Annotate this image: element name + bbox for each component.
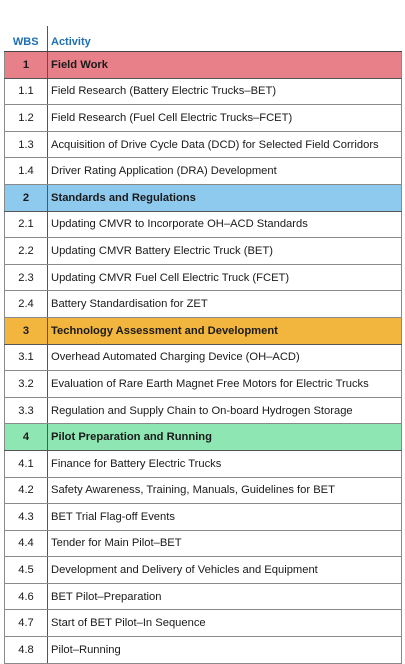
wbs-cell: 4.8 — [4, 636, 48, 664]
section-row: 4 Pilot Preparation and Running — [4, 423, 402, 451]
wbs-cell: 3 — [4, 317, 48, 345]
wbs-cell: 4.1 — [4, 450, 48, 478]
table-row: 2.1 Updating CMVR to Incorporate OH–ACD S… — [4, 211, 402, 239]
wbs-cell: 2.2 — [4, 237, 48, 265]
activity-column-header: Activity — [47, 26, 402, 52]
section-row: 2 Standards and Regulations — [4, 184, 402, 212]
section-row: 1 Field Work — [4, 51, 402, 79]
activity-cell: Pilot Preparation and Running — [47, 423, 402, 451]
table-row: 1.3 Acquisition of Drive Cycle Data (DCD)… — [4, 131, 402, 159]
activity-cell: Battery Standardisation for ZET — [47, 290, 402, 318]
activity-cell: Technology Assessment and Development — [47, 317, 402, 345]
activity-cell: Finance for Battery Electric Trucks — [47, 450, 402, 478]
activity-cell: Updating CMVR Fuel Cell Electric Truck (… — [47, 264, 402, 292]
activity-cell: Tender for Main Pilot–BET — [47, 530, 402, 558]
wbs-cell: 4.3 — [4, 503, 48, 531]
wbs-cell: 1 — [4, 51, 48, 79]
table-row: 4.7 Start of BET Pilot–In Sequence — [4, 609, 402, 638]
activity-cell: Safety Awareness, Training, Manuals, Gui… — [47, 477, 402, 505]
table-row: 3.3 Regulation and Supply Chain to On-boa… — [4, 397, 402, 425]
table-body: 1 Field Work 1.1 Field Research (Battery El… — [4, 51, 402, 664]
table-header-row: WBS Activity — [4, 26, 402, 52]
table-row: 4.2 Safety Awareness, Training, Manuals, … — [4, 477, 402, 505]
table-row: 3.1 Overhead Automated Charging Device (O… — [4, 344, 402, 372]
activity-cell: Overhead Automated Charging Device (OH–A… — [47, 344, 402, 372]
activity-cell: BET Trial Flag-off Events — [47, 503, 402, 531]
activity-cell: Updating CMVR to Incorporate OH–ACD Stan… — [47, 211, 402, 239]
table-row: 1.1 Field Research (Battery Electric Truc… — [4, 78, 402, 106]
wbs-cell: 4.7 — [4, 609, 48, 638]
activity-cell: Field Research (Fuel Cell Electric Truck… — [47, 104, 402, 132]
section-row: 3 Technology Assessment and Development — [4, 317, 402, 345]
wbs-column-header: WBS — [4, 26, 48, 52]
wbs-cell: 1.4 — [4, 157, 48, 185]
table-row: 1.2 Field Research (Fuel Cell Electric Tr… — [4, 104, 402, 132]
wbs-activity-table: WBS Activity 1 Field Work 1.1 Field Researc… — [4, 26, 402, 664]
activity-cell: Standards and Regulations — [47, 184, 402, 212]
table-row: 4.8 Pilot–Running — [4, 636, 402, 664]
wbs-cell: 3.2 — [4, 370, 48, 398]
wbs-cell: 1.2 — [4, 104, 48, 132]
table-row: 1.4 Driver Rating Application (DRA) Devel… — [4, 157, 402, 185]
table-row: 2.2 Updating CMVR Battery Electric Truck … — [4, 237, 402, 265]
wbs-cell: 2.1 — [4, 211, 48, 239]
activity-cell: BET Pilot–Preparation — [47, 583, 402, 611]
activity-cell: Acquisition of Drive Cycle Data (DCD) fo… — [47, 131, 402, 159]
activity-cell: Pilot–Running — [47, 636, 402, 664]
wbs-cell: 4.5 — [4, 556, 48, 584]
activity-cell: Development and Delivery of Vehicles and… — [47, 556, 402, 584]
activity-cell: Regulation and Supply Chain to On-board … — [47, 397, 402, 425]
wbs-cell: 1.1 — [4, 78, 48, 106]
activity-cell: Updating CMVR Battery Electric Truck (BE… — [47, 237, 402, 265]
activity-cell: Field Work — [47, 51, 402, 79]
wbs-cell: 4.2 — [4, 477, 48, 505]
activity-cell: Driver Rating Application (DRA) Developm… — [47, 157, 402, 185]
activity-cell: Evaluation of Rare Earth Magnet Free Mot… — [47, 370, 402, 398]
table-row: 4.6 BET Pilot–Preparation — [4, 583, 402, 611]
wbs-cell: 4 — [4, 423, 48, 451]
table-row: 4.3 BET Trial Flag-off Events — [4, 503, 402, 531]
activity-cell: Start of BET Pilot–In Sequence — [47, 609, 402, 638]
wbs-cell: 2.3 — [4, 264, 48, 292]
table-row: 3.2 Evaluation of Rare Earth Magnet Free … — [4, 370, 402, 398]
table-row: 4.1 Finance for Battery Electric Trucks — [4, 450, 402, 478]
table-row: 2.3 Updating CMVR Fuel Cell Electric Truc… — [4, 264, 402, 292]
wbs-cell: 2 — [4, 184, 48, 212]
wbs-cell: 1.3 — [4, 131, 48, 159]
wbs-cell: 4.4 — [4, 530, 48, 558]
table-row: 4.4 Tender for Main Pilot–BET — [4, 530, 402, 558]
activity-cell: Field Research (Battery Electric Trucks–… — [47, 78, 402, 106]
wbs-cell: 3.3 — [4, 397, 48, 425]
wbs-cell: 4.6 — [4, 583, 48, 611]
table-row: 4.5 Development and Delivery of Vehicles … — [4, 556, 402, 584]
wbs-cell: 3.1 — [4, 344, 48, 372]
table-row: 2.4 Battery Standardisation for ZET — [4, 290, 402, 318]
wbs-cell: 2.4 — [4, 290, 48, 318]
